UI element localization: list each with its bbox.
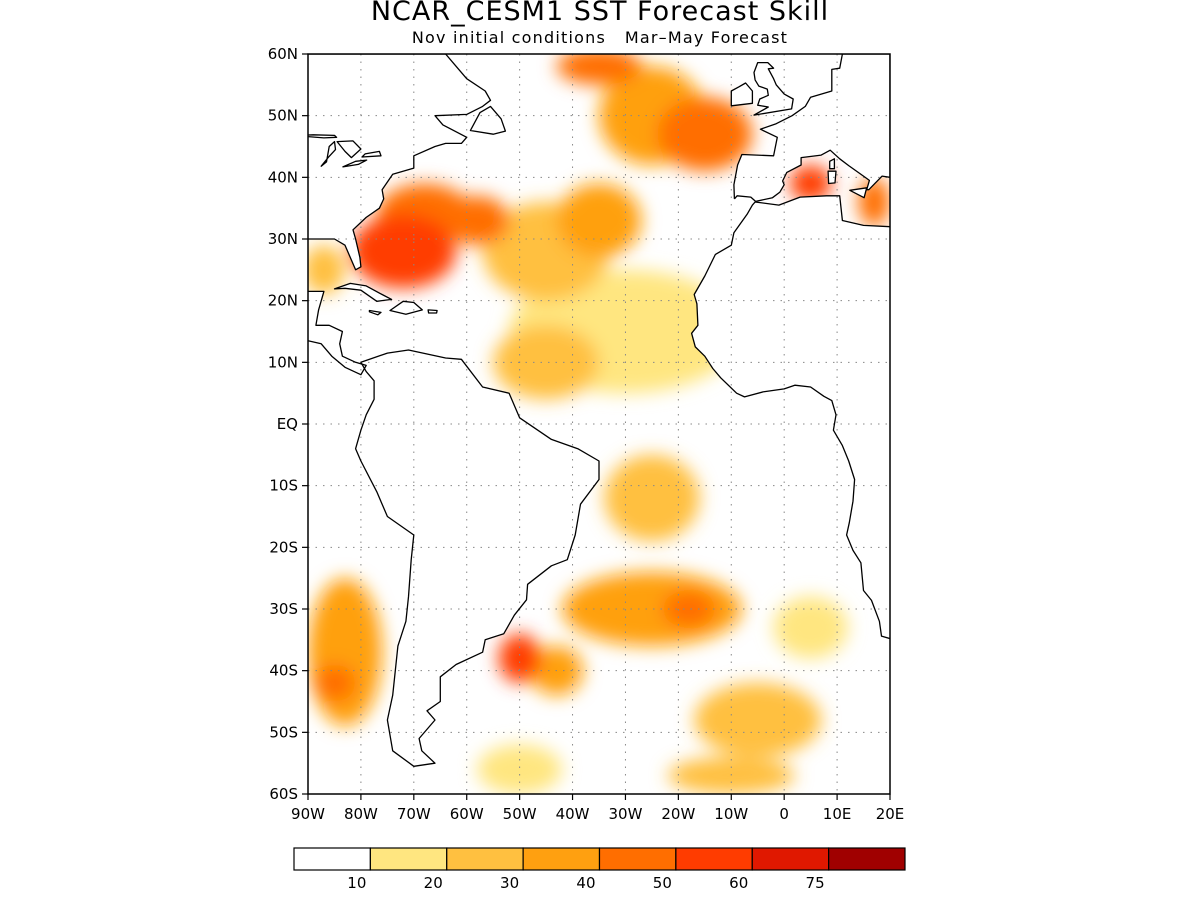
coastline-ireland	[730, 82, 754, 107]
land-cuba	[334, 283, 392, 302]
colorbar-swatch	[828, 847, 906, 871]
colorbar-label: 40	[576, 874, 595, 892]
coastline-europe	[733, 54, 890, 203]
skill-region-19	[313, 664, 356, 702]
skill-region-12	[556, 183, 642, 258]
lat-label: 20S	[269, 538, 298, 556]
colorbar-swatch	[675, 847, 753, 871]
skill-region-21	[789, 165, 832, 202]
coastline-north-america	[308, 54, 492, 271]
lake-outline-4	[361, 150, 382, 158]
lat-label: 40S	[269, 662, 298, 680]
land-europe	[733, 54, 890, 202]
lat-label: 60N	[268, 45, 298, 63]
lat-label: 50S	[269, 723, 298, 741]
skill-region-15	[657, 97, 753, 172]
lon-label: 40W	[556, 805, 590, 823]
skill-region-5	[604, 454, 700, 542]
skill-field	[308, 54, 890, 794]
land-central-america	[308, 291, 367, 375]
land-newfoundland	[470, 106, 506, 135]
coastline-great-britain	[753, 61, 794, 116]
land-mask	[308, 54, 890, 767]
coastline-jamaica	[368, 309, 382, 316]
lat-label: 10S	[269, 477, 298, 495]
lon-label: 60W	[450, 805, 484, 823]
coastline-newfoundland	[469, 105, 507, 135]
skill-region-2	[477, 744, 562, 794]
longitude-labels: 90W 80W 70W 60W 50W 40W 30W 20W 10W 0 10E 20E	[291, 805, 904, 823]
skill-region-4	[493, 325, 599, 400]
skill-region-1	[773, 596, 848, 659]
lake-outline-3	[342, 159, 368, 168]
skill-region-7	[308, 245, 346, 295]
coastline-cuba	[333, 282, 393, 302]
colorbar-swatch	[446, 847, 524, 871]
coastline-corsica	[829, 158, 836, 170]
map-title: NCAR_CESM1 SST Forecast Skill	[370, 0, 830, 27]
land-north-america	[308, 54, 491, 270]
colorbar-swatch	[369, 847, 448, 871]
lat-label: 30S	[269, 600, 298, 618]
land-sardinia	[828, 171, 836, 184]
lat-label: 30N	[268, 230, 298, 248]
skill-region-10	[561, 572, 742, 646]
coastline-sicily	[849, 187, 868, 199]
colorbar-label: 75	[806, 874, 825, 892]
colorbar-label: 10	[347, 874, 366, 892]
coastline-sardinia	[827, 170, 837, 185]
lat-label: 40N	[268, 168, 298, 186]
lon-label: 10E	[823, 805, 852, 823]
lon-label: 10W	[714, 805, 748, 823]
land-great-britain	[754, 62, 794, 116]
land-south-america	[355, 350, 599, 767]
map-subtitle: Nov initial conditions Mar–May Forecast	[411, 28, 789, 47]
lat-label: EQ	[277, 415, 298, 433]
coastlines	[308, 54, 890, 767]
colorbar-swatch	[522, 847, 601, 871]
lon-label: 80W	[344, 805, 378, 823]
colorbar: 10 20 30 40 50 60 75	[293, 847, 906, 892]
lake-outline-2	[336, 140, 362, 159]
latitude-labels: 60N 50N 40N 30N 20N 10N EQ 10S 20S 30S 40S 50S 60S	[268, 45, 298, 803]
coastline-hispaniola	[389, 300, 423, 315]
land-africa	[691, 195, 890, 639]
coastline-central-america	[308, 290, 367, 376]
colorbar-swatch	[751, 847, 830, 871]
lake-outline-0	[308, 134, 338, 139]
land-hispaniola	[390, 301, 423, 315]
colorbar-swatch	[598, 847, 677, 871]
lon-label: 90W	[291, 805, 325, 823]
coastline-puerto-rico	[427, 309, 438, 314]
colorbar-label: 30	[500, 874, 519, 892]
lat-label: 50N	[268, 107, 298, 125]
colorbar-swatch	[293, 847, 371, 871]
lake-outline-1	[320, 140, 337, 167]
skill-region-22	[350, 214, 457, 289]
lon-label: 70W	[397, 805, 431, 823]
coastline-south-america	[354, 349, 600, 767]
lat-label: 20N	[268, 292, 298, 310]
lon-label: 20E	[876, 805, 905, 823]
lat-label: 10N	[268, 353, 298, 371]
lon-label: 20W	[661, 805, 695, 823]
lon-label: 30W	[608, 805, 642, 823]
colorbar-label: 50	[653, 874, 672, 892]
colorbar-label: 60	[729, 874, 748, 892]
skill-region-11	[308, 578, 383, 727]
lon-label: 50W	[503, 805, 537, 823]
axis-ticks	[302, 53, 891, 800]
skill-region-17	[556, 54, 642, 85]
skill-region-23	[498, 633, 541, 683]
lon-label: 0	[779, 805, 789, 823]
skill-region-6	[694, 683, 822, 757]
colorbar-label: 20	[424, 874, 443, 892]
coastline-africa	[690, 195, 890, 640]
skill-region-18	[662, 590, 716, 628]
lat-label: 60S	[269, 785, 298, 803]
